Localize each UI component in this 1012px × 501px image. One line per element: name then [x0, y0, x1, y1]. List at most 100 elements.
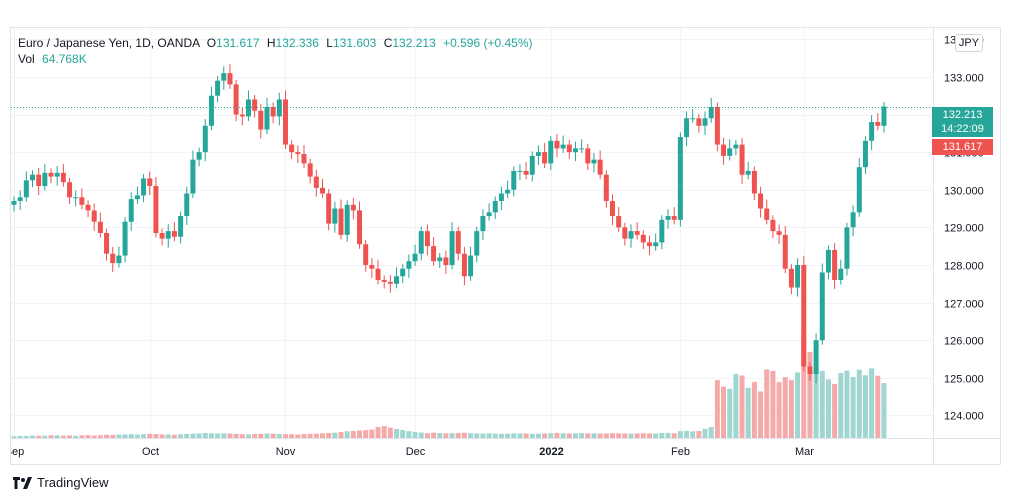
volume-bar: [60, 435, 66, 438]
volume-bar: [616, 433, 622, 438]
volume-bar: [591, 433, 597, 438]
candle: [844, 222, 850, 276]
low-value: 131.603: [332, 36, 377, 50]
volume-bar: [36, 435, 42, 438]
candle: [412, 244, 418, 266]
volume-bar: [363, 430, 369, 438]
volume-bar: [412, 431, 418, 438]
candle: [128, 192, 134, 231]
branding[interactable]: TradingView: [13, 475, 109, 490]
symbol-title[interactable]: Euro / Japanese Yen, 1D, OANDA: [18, 36, 200, 50]
candle: [721, 137, 727, 165]
volume-bar: [844, 370, 850, 438]
candle: [307, 158, 313, 184]
candle: [653, 233, 659, 251]
candle: [79, 188, 85, 210]
candle: [313, 169, 319, 197]
price-tick-label: 128.000: [944, 261, 984, 273]
candle: [579, 139, 585, 153]
candlestick-chart[interactable]: 124.000 125.000 126.000 127.000 128.000 129.0…: [11, 28, 1000, 464]
volume-bar: [838, 372, 844, 438]
candle: [542, 143, 548, 168]
volume-bar: [85, 435, 91, 438]
chart-frame[interactable]: 124.000 125.000 126.000 127.000 128.000 129.0…: [10, 27, 1001, 465]
legend: Euro / Japanese Yen, 1D, OANDA O131.617 …: [18, 35, 533, 67]
volume-bar: [461, 432, 467, 438]
candle: [221, 66, 227, 90]
candle: [727, 139, 733, 161]
volume-bar: [369, 429, 375, 438]
volume-bar: [505, 433, 511, 438]
candle: [344, 200, 350, 242]
candle: [431, 237, 437, 266]
volume-bar: [795, 372, 801, 438]
tradingview-logo-icon: [13, 476, 32, 489]
volume-bar: [30, 435, 36, 438]
candle: [535, 145, 541, 165]
volume-bar: [856, 369, 862, 438]
volume-bar: [727, 388, 733, 438]
volume-bar: [764, 369, 770, 438]
volume-bar: [252, 434, 258, 438]
grid: [11, 28, 933, 438]
volume-bar: [245, 434, 251, 438]
candle: [591, 152, 597, 173]
candle: [184, 186, 190, 226]
volume-bar: [721, 386, 727, 438]
candle: [708, 97, 714, 123]
volume-bar: [208, 433, 214, 438]
time-tick-label: Feb: [671, 446, 690, 458]
volume-bar: [825, 379, 831, 438]
candle: [276, 92, 282, 126]
candle: [215, 76, 221, 103]
volume-bar: [381, 426, 387, 438]
candle: [141, 173, 147, 203]
currency-button[interactable]: JPY: [955, 34, 983, 52]
last-price-label: 132.213 14:22:09: [932, 107, 993, 137]
volume-bar: [332, 432, 338, 438]
volume-bar: [97, 435, 103, 438]
volume-bar: [153, 434, 159, 438]
candle: [443, 250, 449, 274]
volume-bar: [517, 433, 523, 438]
candle: [104, 228, 110, 261]
time-axis: Sep Oct Nov Dec 2022 Feb Mar: [11, 446, 814, 458]
candle: [751, 166, 757, 201]
volume-bar: [597, 433, 603, 438]
candle: [764, 199, 770, 225]
candle: [832, 243, 838, 290]
volume-bar: [159, 434, 165, 438]
volume-bar: [770, 370, 776, 438]
volume-bar: [190, 433, 196, 438]
price-tick-label: 126.000: [944, 336, 984, 348]
candle: [282, 90, 288, 150]
candle: [171, 222, 177, 242]
volume-bar: [134, 434, 140, 438]
volume-label[interactable]: Vol: [18, 52, 35, 66]
price-tick-label: 127.000: [944, 299, 984, 311]
volume-bar: [745, 387, 751, 438]
candle: [622, 222, 628, 246]
high-value: 132.336: [275, 36, 319, 50]
volume-bar: [862, 375, 868, 438]
volume-bar: [48, 435, 54, 438]
volume-bar: [659, 433, 665, 438]
volume-bar: [326, 433, 332, 438]
volume-bar: [54, 435, 60, 438]
time-tick-label: Nov: [276, 446, 296, 458]
volume-bar: [258, 433, 264, 438]
candle: [363, 239, 369, 272]
volume-bar: [344, 431, 350, 438]
candle: [437, 252, 443, 268]
candle: [208, 86, 214, 131]
candle: [252, 94, 258, 118]
candle: [295, 145, 301, 164]
candle: [486, 203, 492, 221]
volume-bar: [400, 430, 406, 438]
candle: [165, 224, 171, 248]
price-tick-label: 124.000: [944, 411, 984, 423]
volume-bar: [424, 433, 430, 438]
volume-bar: [634, 433, 640, 438]
candle: [97, 212, 103, 238]
candle: [505, 180, 511, 199]
